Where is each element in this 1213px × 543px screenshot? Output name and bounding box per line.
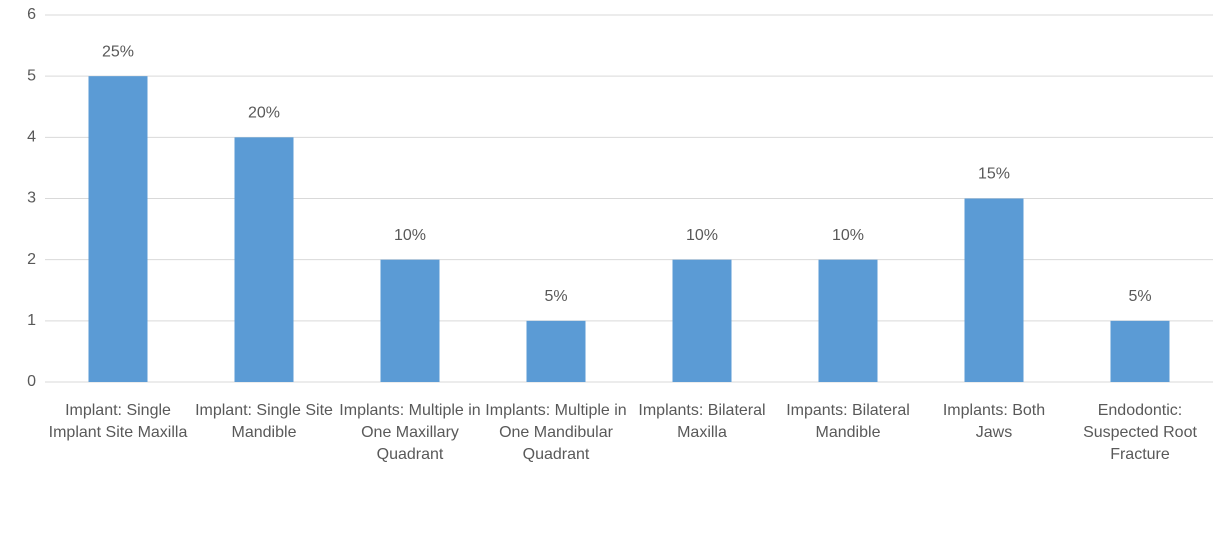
bar (380, 259, 440, 382)
bar (88, 76, 148, 383)
x-tick-label: Implant: Single Site Mandible (195, 402, 333, 441)
y-tick-label: 1 (27, 312, 36, 329)
x-tick-label: Impants: Bilateral Mandible (786, 402, 910, 441)
data-label: 25% (102, 43, 134, 60)
bar (672, 259, 732, 382)
bar (526, 320, 586, 382)
data-label: 20% (248, 105, 280, 122)
bar (818, 259, 878, 382)
data-label: 15% (978, 166, 1010, 183)
y-tick-label: 5 (27, 67, 36, 84)
y-tick-label: 4 (27, 129, 36, 146)
y-tick-label: 2 (27, 251, 36, 268)
x-tick-label: Implants: Multiple in One Maxillary Quad… (339, 402, 481, 463)
bar (964, 198, 1024, 382)
data-label: 5% (1128, 288, 1151, 305)
data-label: 10% (686, 227, 718, 244)
x-tick-label: Implant: Single Implant Site Maxilla (48, 402, 188, 441)
x-tick-label: Endodontic: Suspected Root Fracture (1083, 402, 1197, 463)
bar (234, 137, 294, 382)
y-tick-label: 0 (27, 373, 36, 390)
bar (1110, 320, 1170, 382)
data-label: 10% (394, 227, 426, 244)
x-tick-label: Implants: Both Jaws (942, 402, 1046, 441)
x-tick-label: Implants: Multiple in One Mandibular Qua… (485, 402, 627, 463)
x-tick-label: Implants: Bilateral Maxilla (638, 402, 766, 441)
y-tick-label: 3 (27, 190, 36, 207)
data-label: 10% (832, 227, 864, 244)
y-tick-label: 6 (27, 6, 36, 23)
data-label: 5% (544, 288, 567, 305)
